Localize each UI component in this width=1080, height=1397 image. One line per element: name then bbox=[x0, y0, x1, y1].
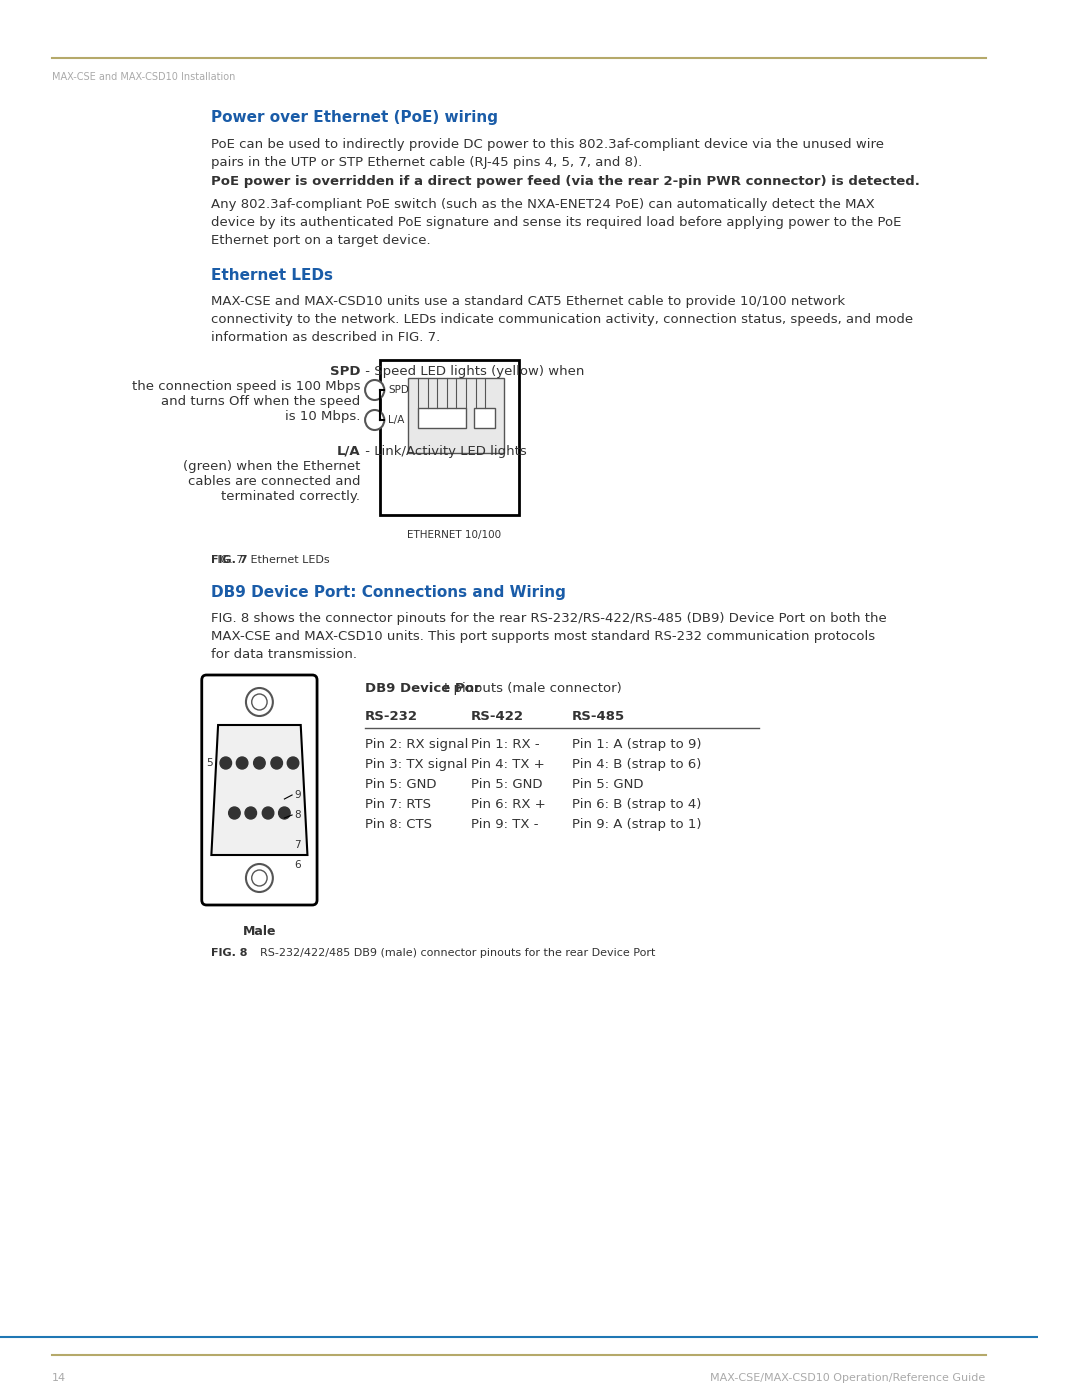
Text: Pin 5: GND: Pin 5: GND bbox=[471, 778, 542, 791]
Text: FIG. 8 shows the connector pinouts for the rear RS-232/RS-422/RS-485 (DB9) Devic: FIG. 8 shows the connector pinouts for t… bbox=[212, 612, 887, 661]
Text: - Link/Activity LED lights: - Link/Activity LED lights bbox=[361, 446, 527, 458]
Text: SPD: SPD bbox=[329, 365, 361, 379]
Circle shape bbox=[279, 807, 291, 819]
Text: L/A: L/A bbox=[388, 415, 405, 425]
Text: Pin 3: TX signal: Pin 3: TX signal bbox=[365, 759, 468, 771]
Text: terminated correctly.: terminated correctly. bbox=[221, 490, 361, 503]
Text: and turns Off when the speed: and turns Off when the speed bbox=[161, 395, 361, 408]
Text: 2: 2 bbox=[257, 759, 264, 768]
Text: FIG. 7  Ethernet LEDs: FIG. 7 Ethernet LEDs bbox=[212, 555, 330, 564]
Text: DB9 Device Port: Connections and Wiring: DB9 Device Port: Connections and Wiring bbox=[212, 585, 566, 599]
Circle shape bbox=[365, 380, 384, 400]
Text: 14: 14 bbox=[52, 1373, 66, 1383]
Text: Pin 4: B (strap to 6): Pin 4: B (strap to 6) bbox=[571, 759, 701, 771]
Text: 7: 7 bbox=[294, 840, 300, 849]
Bar bbox=[474, 408, 495, 427]
Text: MAX-CSE and MAX-CSD10 Installation: MAX-CSE and MAX-CSD10 Installation bbox=[52, 73, 235, 82]
Text: Pin 4: TX +: Pin 4: TX + bbox=[471, 759, 544, 771]
Text: 6: 6 bbox=[294, 861, 300, 870]
Circle shape bbox=[246, 863, 273, 893]
Text: L/A: L/A bbox=[337, 446, 361, 458]
Text: Male: Male bbox=[243, 925, 276, 937]
Text: MAX-CSE/MAX-CSD10 Operation/Reference Guide: MAX-CSE/MAX-CSD10 Operation/Reference Gu… bbox=[711, 1373, 986, 1383]
Text: 3: 3 bbox=[240, 759, 246, 768]
Text: Pin 8: CTS: Pin 8: CTS bbox=[365, 819, 432, 831]
Circle shape bbox=[220, 757, 231, 768]
Bar bbox=[379, 360, 518, 515]
Text: FIG. 7: FIG. 7 bbox=[212, 555, 248, 564]
Text: Any 802.3af-compliant PoE switch (such as the NXA-ENET24 PoE) can automatically : Any 802.3af-compliant PoE switch (such a… bbox=[212, 198, 902, 247]
Text: ETHERNET 10/100: ETHERNET 10/100 bbox=[407, 529, 501, 541]
Circle shape bbox=[229, 807, 240, 819]
Text: Ethernet LEDs: Ethernet LEDs bbox=[212, 268, 334, 284]
Text: 5: 5 bbox=[205, 759, 213, 768]
Text: Power over Ethernet (PoE) wiring: Power over Ethernet (PoE) wiring bbox=[212, 110, 498, 124]
Circle shape bbox=[246, 687, 273, 717]
Text: DB9 Device Por: DB9 Device Por bbox=[365, 682, 481, 694]
Text: 1: 1 bbox=[273, 759, 280, 768]
Text: 8: 8 bbox=[294, 810, 300, 820]
Text: RS-485: RS-485 bbox=[571, 710, 624, 724]
Text: (green) when the Ethernet: (green) when the Ethernet bbox=[183, 460, 361, 474]
Text: Pin 1: A (strap to 9): Pin 1: A (strap to 9) bbox=[571, 738, 701, 752]
Text: Pin 1: RX -: Pin 1: RX - bbox=[471, 738, 539, 752]
Text: Pin 6: B (strap to 4): Pin 6: B (strap to 4) bbox=[571, 798, 701, 812]
Text: Pin 9: A (strap to 1): Pin 9: A (strap to 1) bbox=[571, 819, 701, 831]
Text: 9: 9 bbox=[294, 789, 300, 800]
Text: cables are connected and: cables are connected and bbox=[188, 475, 361, 488]
Circle shape bbox=[287, 757, 299, 768]
FancyBboxPatch shape bbox=[202, 675, 318, 905]
Bar bbox=[418, 408, 465, 427]
Text: RS-232/422/485 DB9 (male) connector pinouts for the rear Device Port: RS-232/422/485 DB9 (male) connector pino… bbox=[246, 949, 656, 958]
Text: - Speed LED lights (yellow) when: - Speed LED lights (yellow) when bbox=[361, 365, 584, 379]
Bar bbox=[408, 379, 504, 453]
Text: FIG. 8: FIG. 8 bbox=[212, 949, 248, 958]
Text: is 10 Mbps.: is 10 Mbps. bbox=[285, 409, 361, 423]
Circle shape bbox=[252, 870, 267, 886]
Text: t pinouts (male connector): t pinouts (male connector) bbox=[444, 682, 622, 694]
Circle shape bbox=[245, 807, 257, 819]
Text: 4: 4 bbox=[222, 759, 229, 768]
Text: MAX-CSE and MAX-CSD10 units use a standard CAT5 Ethernet cable to provide 10/100: MAX-CSE and MAX-CSD10 units use a standa… bbox=[212, 295, 914, 344]
Text: Pin 2: RX signal: Pin 2: RX signal bbox=[365, 738, 469, 752]
Circle shape bbox=[254, 757, 266, 768]
Text: Pin 7: RTS: Pin 7: RTS bbox=[365, 798, 431, 812]
Text: Pin 6: RX +: Pin 6: RX + bbox=[471, 798, 545, 812]
Text: PoE power is overridden if a direct power feed (via the rear 2-pin PWR connector: PoE power is overridden if a direct powe… bbox=[212, 175, 920, 189]
Text: RS-232: RS-232 bbox=[365, 710, 418, 724]
Text: Pin 5: GND: Pin 5: GND bbox=[571, 778, 644, 791]
Circle shape bbox=[262, 807, 274, 819]
Circle shape bbox=[237, 757, 248, 768]
Text: Pin 5: GND: Pin 5: GND bbox=[365, 778, 436, 791]
Text: RS-422: RS-422 bbox=[471, 710, 524, 724]
Polygon shape bbox=[212, 725, 308, 855]
Text: the connection speed is 100 Mbps: the connection speed is 100 Mbps bbox=[132, 380, 361, 393]
Circle shape bbox=[271, 757, 283, 768]
Text: PoE can be used to indirectly provide DC power to this 802.3af-compliant device : PoE can be used to indirectly provide DC… bbox=[212, 138, 885, 169]
Circle shape bbox=[252, 694, 267, 710]
Circle shape bbox=[365, 409, 384, 430]
Text: Pin 9: TX -: Pin 9: TX - bbox=[471, 819, 538, 831]
Text: SPD: SPD bbox=[388, 386, 409, 395]
